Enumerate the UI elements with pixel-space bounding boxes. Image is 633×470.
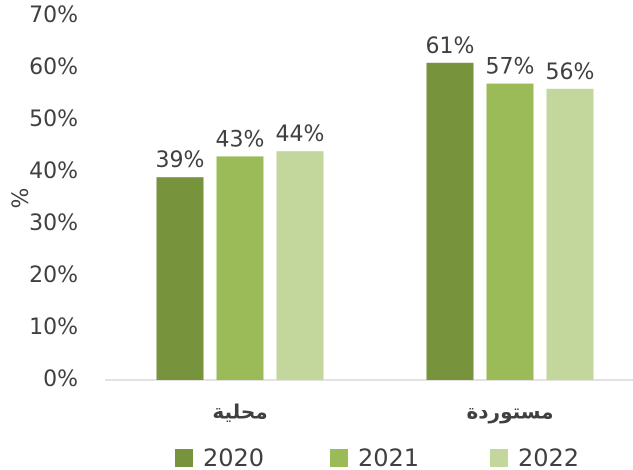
y-tick-label: 30%	[29, 211, 78, 236]
legend-swatch	[490, 449, 508, 467]
bar	[486, 83, 534, 380]
y-tick-label: 40%	[29, 159, 78, 184]
bar	[276, 151, 324, 380]
legend-label: 2020	[203, 444, 264, 470]
legend-label: 2022	[518, 444, 579, 470]
bar	[156, 177, 204, 380]
data-label: 39%	[156, 148, 205, 173]
legend-swatch	[175, 449, 193, 467]
legend-label: 2021	[358, 444, 419, 470]
bar	[546, 88, 594, 381]
data-label: 44%	[276, 122, 325, 147]
y-axis-label: %	[9, 188, 34, 209]
y-tick-label: 70%	[29, 3, 78, 28]
data-label: 56%	[546, 60, 595, 85]
data-label: 57%	[486, 55, 535, 80]
y-tick-label: 20%	[29, 263, 78, 288]
y-tick-label: 60%	[29, 55, 78, 80]
y-tick-label: 10%	[29, 315, 78, 340]
y-tick-label: 50%	[29, 107, 78, 132]
bar	[426, 62, 474, 381]
data-label: 43%	[216, 127, 265, 152]
data-label: 61%	[426, 34, 475, 59]
x-tick-label: محلية	[212, 400, 267, 424]
x-tick-label: مستوردة	[466, 400, 553, 424]
legend-swatch	[330, 449, 348, 467]
bar	[216, 156, 264, 380]
y-tick-label: 0%	[43, 367, 78, 392]
